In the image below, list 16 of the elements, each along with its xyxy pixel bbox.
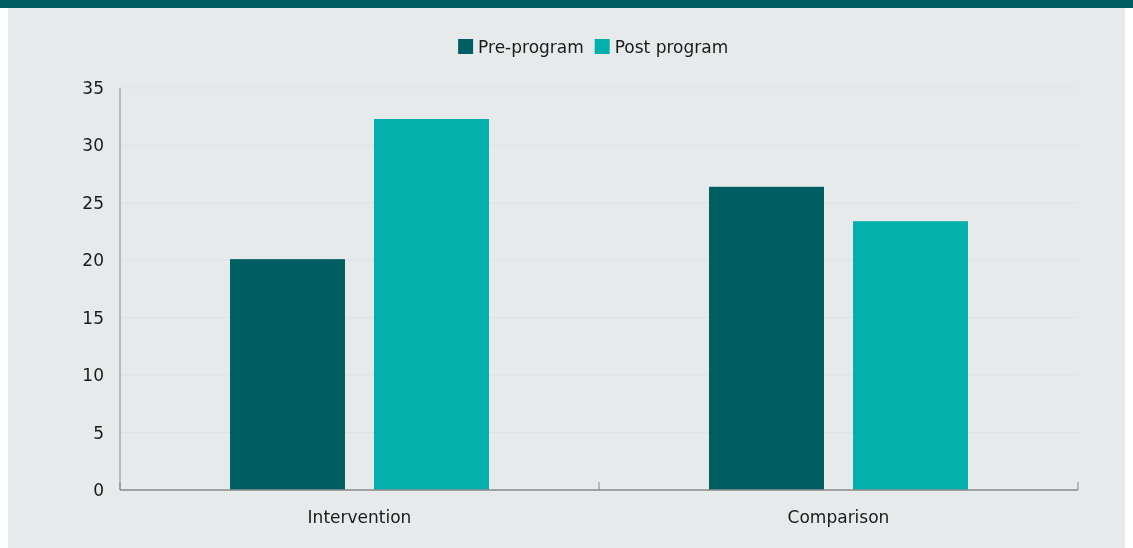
y-tick-label: 30: [82, 135, 104, 156]
y-tick-label: 5: [93, 422, 104, 443]
bar: [374, 119, 489, 490]
x-tick-label: Comparison: [787, 507, 890, 527]
legend-label: Post program: [614, 36, 729, 57]
y-tick-label: 15: [82, 307, 104, 328]
y-tick-label: 25: [82, 192, 104, 213]
x-tick-label: Intervention: [307, 507, 412, 527]
y-tick-label: 35: [82, 77, 104, 98]
y-tick-label: 20: [82, 250, 104, 271]
bar: [853, 221, 968, 490]
bar: [230, 259, 345, 490]
legend-label: Pre-program: [478, 36, 584, 57]
bar: [709, 186, 824, 490]
y-tick-label: 0: [93, 479, 104, 500]
y-tick-label: 10: [82, 365, 104, 386]
